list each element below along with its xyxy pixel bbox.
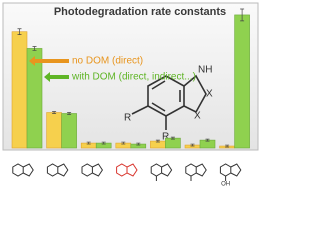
- legend-arrow: [29, 56, 69, 66]
- error-bar: [205, 138, 210, 142]
- molecule-ring: [126, 163, 138, 177]
- error-bar: [67, 112, 72, 115]
- molecule-ring: [150, 163, 163, 177]
- bar: [46, 112, 62, 149]
- page: {"chart_data": {"type": "bar", "title": …: [2, 2, 259, 188]
- molecule-ring: [12, 163, 24, 177]
- bar: [11, 31, 28, 149]
- molecule-ring: [22, 163, 34, 177]
- bar: [165, 137, 181, 149]
- error-bar: [225, 144, 230, 148]
- atom-label: NH: [198, 65, 212, 76]
- error-bar: [155, 139, 160, 143]
- molecule-ring: [46, 163, 59, 177]
- error-bar: [17, 28, 22, 35]
- molecule-ring: [195, 163, 207, 177]
- atom-label: X: [194, 111, 201, 122]
- atom-label: OH: [221, 182, 230, 188]
- molecule-ring: [57, 163, 69, 177]
- chart: Photodegradation rate constants NH X X R…: [2, 2, 259, 188]
- structure: [131, 74, 207, 130]
- molecule-ring: [161, 163, 173, 177]
- molecule-ring: [230, 163, 242, 177]
- error-bar: [52, 111, 57, 114]
- legend-arrow: [44, 72, 69, 82]
- error-bar: [86, 141, 91, 145]
- substituent-label: R: [124, 113, 131, 124]
- error-bar: [121, 141, 126, 145]
- molecule-ring: [219, 163, 232, 177]
- atom-label: X: [206, 89, 213, 100]
- molecule-ring: [116, 163, 128, 177]
- error-bar: [32, 46, 37, 51]
- molecule-ring: [92, 163, 103, 177]
- error-bar: [136, 142, 141, 146]
- bar: [234, 14, 250, 149]
- molecule-ring: [185, 163, 197, 177]
- legend-label: with DOM (direct, indirect...): [71, 72, 196, 83]
- error-bar: [240, 8, 245, 22]
- legend-label: no DOM (direct): [72, 56, 143, 67]
- error-bar: [101, 141, 106, 145]
- chart-title: Photodegradation rate constants: [54, 6, 226, 18]
- substituent-label: R: [162, 132, 169, 143]
- error-bar: [190, 143, 195, 147]
- molecule-ring: [81, 163, 93, 177]
- error-bar: [170, 136, 175, 140]
- bar: [61, 113, 77, 149]
